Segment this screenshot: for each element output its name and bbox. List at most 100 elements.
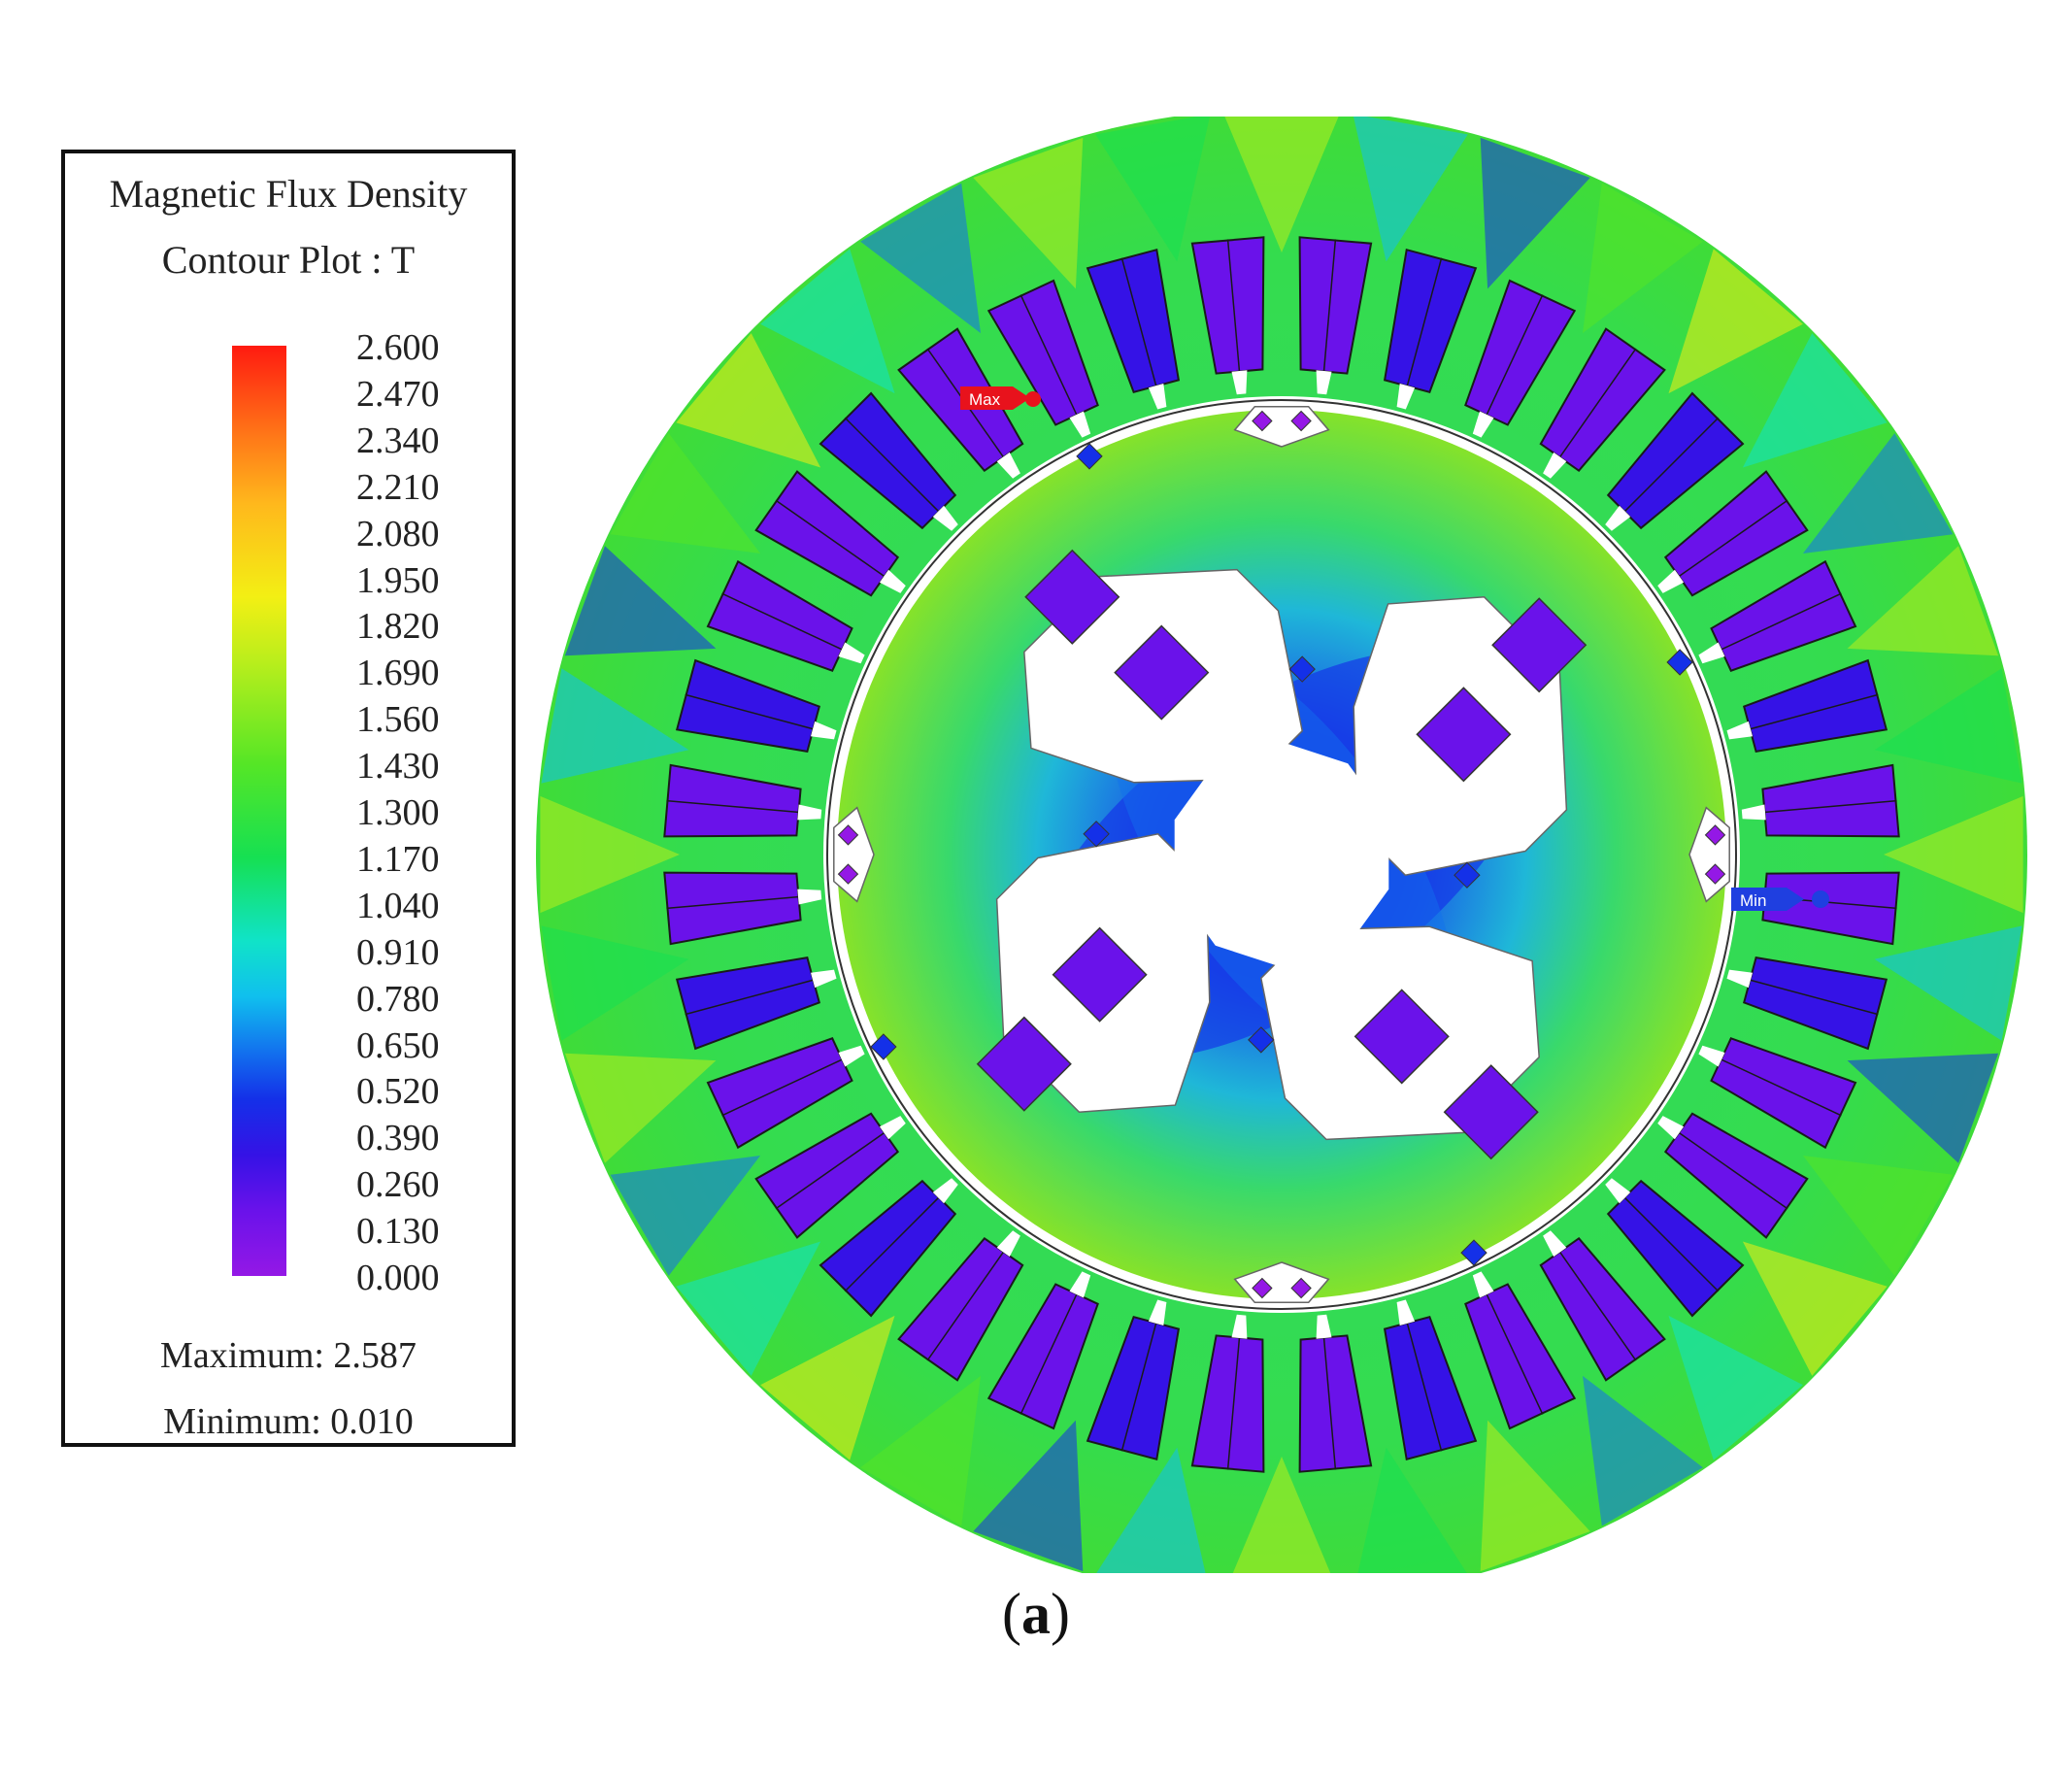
- slot-opening: [932, 1178, 958, 1204]
- colorbar-tick-label: 1.430: [356, 746, 440, 788]
- rotor-small-magnet: [1076, 443, 1103, 470]
- bridge-magnet: [1290, 410, 1312, 432]
- slot-opening: [811, 721, 837, 740]
- coil-divider: [1624, 1197, 1720, 1292]
- stator-slot-coil: [1298, 1334, 1373, 1473]
- rotor-small-magnet: [870, 1033, 897, 1060]
- legend-unit: Contour Plot : T: [161, 238, 416, 282]
- stator-streak: [564, 546, 717, 656]
- legend-title: Magnetic Flux Density: [109, 172, 468, 216]
- slot-opening: [1543, 452, 1567, 479]
- stator-streak: [1480, 137, 1590, 289]
- slot-opening: [1231, 1314, 1248, 1339]
- rotor-small-magnet: [1083, 821, 1110, 848]
- stator-streak: [1742, 333, 1888, 468]
- stator-streak: [1095, 117, 1211, 262]
- rotor-small-magnet: [1248, 1026, 1275, 1054]
- stator-streak: [541, 668, 689, 784]
- colorbar-tick-label: 2.080: [356, 513, 440, 554]
- colorbar-tick-label: 0.910: [356, 931, 440, 973]
- legend-panel: Magnetic Flux Density Contour Plot : T 2…: [61, 150, 516, 1447]
- coil-divider: [1559, 1252, 1637, 1361]
- slot-opening: [1472, 411, 1494, 438]
- stator-slot-coil: [1710, 1037, 1857, 1150]
- colorbar-tick-label: 1.690: [356, 653, 440, 694]
- stator-streak: [1874, 668, 2022, 784]
- bridge-magnet: [1252, 410, 1273, 432]
- stator-streak: [760, 249, 895, 394]
- coil-divider: [1406, 1323, 1443, 1452]
- figure-label-open: (: [1002, 1582, 1021, 1646]
- stator-slot-coil: [1742, 658, 1888, 754]
- coil-divider: [844, 1197, 939, 1292]
- rotor-small-magnet: [1288, 655, 1316, 683]
- bridge-magnet: [837, 824, 859, 846]
- stator-streak: [1874, 925, 2022, 1041]
- stator-streak: [860, 183, 981, 334]
- coil-divider: [1406, 257, 1443, 386]
- bridge-magnet: [1704, 863, 1726, 885]
- slot-opening: [1069, 1271, 1091, 1298]
- stator-streak: [1884, 795, 2023, 914]
- figure-label: (a): [987, 1581, 1085, 1648]
- stator-slot-coil: [1086, 248, 1181, 394]
- rotor-bridges: [833, 406, 1730, 1303]
- coil-divider: [926, 1252, 1004, 1361]
- colorbar: [232, 346, 286, 1276]
- coil-divider: [721, 1058, 843, 1117]
- figure-label-close: ): [1051, 1582, 1070, 1646]
- slot-opening: [1316, 1314, 1332, 1339]
- rotor-small-magnet: [1454, 861, 1481, 889]
- slot-opening: [1396, 384, 1416, 410]
- min-marker-label: Min: [1740, 891, 1766, 910]
- coil-divider: [721, 592, 843, 651]
- slot-opening: [1657, 569, 1685, 593]
- stator-streak: [1802, 433, 1954, 554]
- slot-opening: [1148, 1299, 1167, 1325]
- rotor-magnet: [1443, 1064, 1539, 1160]
- coil-divider: [1226, 239, 1241, 371]
- slot-opening: [797, 804, 822, 821]
- colorbar-tick-label: 1.950: [356, 559, 440, 601]
- max-marker: Max: [960, 386, 1041, 410]
- colorbar-tick-label: 2.600: [356, 327, 440, 368]
- slot-opening: [879, 1116, 906, 1140]
- min-marker-flag: [1731, 888, 1804, 911]
- stator-slot-coil: [706, 559, 853, 672]
- slot-opening: [1316, 370, 1332, 395]
- colorbar-tick-label: 0.260: [356, 1164, 440, 1206]
- slot-opening: [797, 889, 822, 905]
- coil-divider: [1750, 693, 1879, 730]
- stator-slot-coil: [1663, 1112, 1809, 1239]
- coil-divider: [1624, 417, 1720, 512]
- stator-slot-coil: [675, 956, 821, 1051]
- colorbar-tick-label: 2.210: [356, 466, 440, 508]
- colorbar-tick-label: 0.000: [356, 1258, 440, 1298]
- rotor-magnet: [976, 1016, 1072, 1112]
- min-marker-dot: [1812, 890, 1829, 908]
- stator-streak: [1742, 1241, 1888, 1376]
- coil-divider: [1322, 1338, 1337, 1470]
- stator-streak: [610, 1156, 761, 1276]
- stator-streak: [1668, 249, 1803, 394]
- colorbar-tick-label: 0.520: [356, 1071, 440, 1113]
- coil-divider: [685, 979, 814, 1016]
- shaft-hole: [1174, 742, 1389, 967]
- slot-opening: [838, 642, 865, 664]
- stator-slot-coil: [1742, 956, 1888, 1051]
- stator-streak: [676, 1241, 821, 1376]
- stator-slot-coil: [1190, 236, 1265, 375]
- rotor-flux-barriers: [870, 443, 1693, 1266]
- stator-slot-coil: [1464, 1283, 1577, 1430]
- stator-streak: [760, 1315, 895, 1460]
- coil-divider: [1486, 294, 1544, 416]
- colorbar-tick-label: 0.390: [356, 1118, 440, 1159]
- stator-streak: [860, 1375, 981, 1526]
- coil-divider: [844, 417, 939, 512]
- coil-divider: [775, 499, 885, 577]
- stator-streak: [973, 1420, 1084, 1572]
- coil-divider: [1486, 1293, 1544, 1415]
- stator-slot-coil: [1086, 1315, 1181, 1461]
- slot-opening: [996, 452, 1020, 479]
- slot-opening: [1605, 505, 1631, 531]
